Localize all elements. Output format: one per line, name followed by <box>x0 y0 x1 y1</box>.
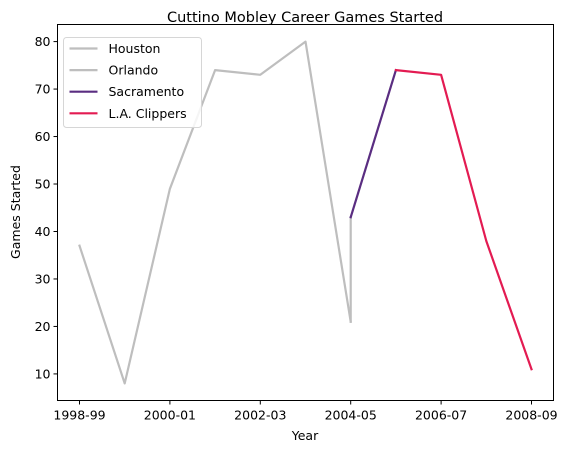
legend-label: Houston <box>109 41 161 56</box>
y-axis-label: Games Started <box>8 165 23 259</box>
series-line-sacramento <box>349 68 398 219</box>
legend: Houston Orlando Sacramento L.A. Clippers <box>63 37 202 128</box>
x-tick-label: 2000-01 <box>144 408 196 423</box>
x-tick-label: 2004-05 <box>325 408 377 423</box>
y-tick-label: 80 <box>35 34 51 49</box>
y-tick-label: 30 <box>35 271 51 286</box>
y-tick-label: 20 <box>35 319 51 334</box>
x-tick-label: 2002-03 <box>234 408 286 423</box>
plot-frame <box>57 24 554 401</box>
x-axis: 1998-99 2000-01 2002-03 2004-05 2006-07 2008-… <box>53 400 558 423</box>
series-line-houston <box>78 40 352 385</box>
x-tick-label: 2006-07 <box>415 408 467 423</box>
y-axis: 10 20 30 40 50 60 70 80 <box>35 34 58 381</box>
legend-label: Sacramento <box>109 84 185 99</box>
y-tick-label: 50 <box>35 177 51 192</box>
y-tick-label: 10 <box>35 366 51 381</box>
plot-lines <box>78 40 533 385</box>
x-tick-label: 1998-99 <box>53 408 105 423</box>
y-tick-label: 60 <box>35 129 51 144</box>
x-tick-label: 2008-09 <box>505 408 557 423</box>
chart-title: Cuttino Mobley Career Games Started <box>167 10 443 26</box>
x-axis-label: Year <box>291 428 319 443</box>
legend-label: L.A. Clippers <box>109 106 187 121</box>
legend-label: Orlando <box>109 63 159 78</box>
series-line-l-a-clippers <box>394 68 533 371</box>
y-tick-label: 70 <box>35 82 51 97</box>
legend-box <box>63 37 202 128</box>
y-tick-label: 40 <box>35 224 51 239</box>
